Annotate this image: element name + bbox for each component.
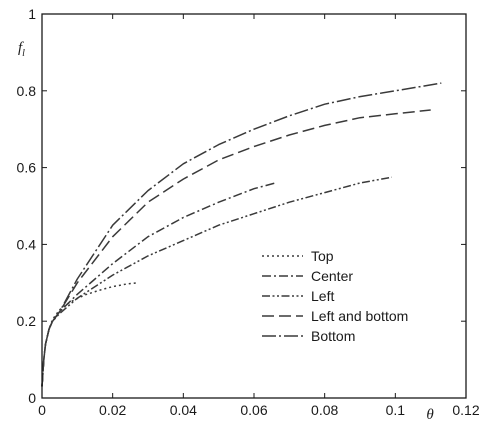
y-tick-label: 0: [28, 390, 36, 406]
y-tick-label: 0.2: [17, 313, 37, 329]
legend-label: Top: [311, 248, 334, 264]
legend: Top Center Left Left and bottom Bottom: [262, 248, 408, 344]
legend-label: Left: [311, 288, 334, 304]
series-line-top: [41, 282, 138, 387]
legend-label: Center: [311, 268, 353, 284]
y-tick-label: 0.8: [17, 83, 37, 99]
series-line-left-and-bottom: [41, 109, 431, 387]
series-layer: [41, 82, 442, 387]
x-tick-label: 0: [38, 402, 46, 418]
x-axis-label: θ: [426, 407, 434, 423]
series-line-center: [41, 182, 276, 387]
x-tick-label: 0.04: [170, 402, 197, 418]
series-line-bottom: [41, 82, 442, 387]
y-axis-label-subscript: l: [22, 48, 25, 59]
plot-frame: [41, 13, 467, 399]
x-tick-label: 0.12: [452, 402, 479, 418]
x-tick-label: 0.02: [99, 402, 126, 418]
y-tick-label: 0.6: [17, 160, 37, 176]
y-axis-label: fl: [18, 40, 25, 59]
ticks-layer: 0 0.02 0.04 0.06 0.08 0.1 0.12 0 0.2 0.4 0.6 0.8 1: [17, 6, 480, 418]
y-tick-label: 0.4: [17, 236, 37, 252]
x-tick-label: 0.08: [311, 402, 338, 418]
x-tick-label: 0.1: [386, 402, 406, 418]
legend-label: Left and bottom: [311, 308, 408, 324]
y-tick-label: 1: [28, 6, 36, 22]
x-tick-label: 0.06: [240, 402, 267, 418]
legend-label: Bottom: [311, 328, 355, 344]
y-axis-label-main: f: [18, 40, 24, 56]
